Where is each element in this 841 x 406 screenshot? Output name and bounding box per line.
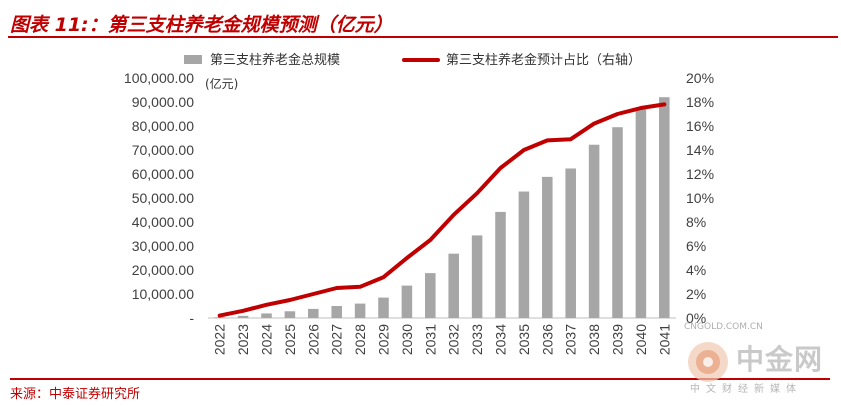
bar: [378, 297, 389, 318]
y-left-tick-label: 10,000.00: [132, 286, 194, 302]
y-right-tick-label: 18%: [686, 94, 714, 110]
bar: [214, 317, 225, 318]
legend-bar-swatch: [184, 55, 202, 64]
bar: [237, 315, 249, 318]
bar: [588, 144, 600, 318]
y-left-unit-label: (亿元): [205, 76, 238, 91]
bar: [612, 127, 623, 318]
x-tick-label: 2023: [235, 324, 251, 355]
bar: [471, 235, 483, 318]
bar: [354, 303, 366, 318]
x-tick-label: 2024: [259, 324, 275, 355]
bar: [565, 168, 576, 318]
x-tick-label: 2032: [446, 324, 462, 355]
legend-bar-label: 第三支柱养老金总规模: [210, 52, 340, 68]
y-right-tick-label: 4%: [686, 262, 706, 278]
watermark-url: CNGOLD.COM.CN: [684, 322, 763, 332]
y-left-tick-label: 90,000.00: [132, 94, 194, 110]
x-tick-label: 2029: [376, 324, 392, 355]
bar: [542, 176, 553, 318]
source-note: 来源：中泰证券研究所: [10, 378, 830, 402]
x-tick-label: 2034: [493, 324, 509, 355]
x-tick-label: 2038: [586, 324, 602, 355]
watermark-name: 中金网: [736, 343, 824, 376]
y-right-tick-label: 14%: [686, 142, 714, 158]
y-left-tick-label: 20,000.00: [132, 262, 194, 278]
x-tick-label: 2036: [539, 324, 555, 355]
x-tick-label: 2022: [212, 324, 228, 355]
bar: [284, 311, 296, 318]
bar: [425, 273, 436, 318]
legend-line-label: 第三支柱养老金预计占比（右轴）: [446, 52, 641, 68]
x-tick-label: 2025: [282, 324, 298, 355]
bar: [518, 191, 530, 318]
bar: [495, 211, 506, 318]
x-tick-label: 2030: [399, 324, 415, 355]
watermark-logo-icon: [688, 342, 728, 382]
y-left-tick-label: 40,000.00: [132, 214, 194, 230]
y-right-tick-label: 0%: [686, 310, 706, 326]
y-left-tick-label: -: [189, 310, 194, 326]
x-tick-label: 2028: [352, 324, 368, 355]
x-tick-label: 2041: [656, 324, 672, 355]
x-tick-label: 2039: [610, 324, 626, 355]
bar: [448, 253, 459, 318]
bar: [261, 313, 272, 318]
y-left-tick-label: 30,000.00: [132, 238, 194, 254]
x-tick-label: 2027: [329, 324, 345, 355]
x-tick-label: 2037: [563, 324, 579, 355]
y-left-tick-label: 100,000.00: [124, 70, 194, 86]
chart-title-bar: 图表 11:：第三支柱养老金规模预测（亿元）: [8, 8, 838, 38]
y-left-tick-label: 80,000.00: [132, 118, 194, 134]
watermark-subtitle: 中文财经新媒体: [690, 384, 802, 395]
y-right-tick-label: 8%: [686, 214, 706, 230]
bar: [331, 306, 342, 318]
bar: [659, 97, 670, 318]
x-tick-label: 2026: [305, 324, 321, 355]
y-right-tick-label: 20%: [686, 70, 714, 86]
y-left-tick-label: 60,000.00: [132, 166, 194, 182]
y-left-tick-label: 70,000.00: [132, 142, 194, 158]
y-right-tick-label: 12%: [686, 166, 714, 182]
bar: [635, 109, 647, 318]
chart-title: 图表 11:：第三支柱养老金规模预测（亿元）: [10, 14, 393, 36]
y-right-tick-label: 10%: [686, 190, 714, 206]
y-left-tick-label: 50,000.00: [132, 190, 194, 206]
y-right-tick-label: 2%: [686, 286, 706, 302]
x-tick-label: 2033: [469, 324, 485, 355]
bar: [308, 308, 319, 318]
x-tick-label: 2031: [422, 324, 438, 355]
bar: [401, 285, 413, 318]
y-right-tick-label: 6%: [686, 238, 706, 254]
line-series: [217, 102, 667, 318]
y-right-tick-label: 16%: [686, 118, 714, 134]
x-tick-label: 2040: [633, 324, 649, 355]
x-tick-label: 2035: [516, 324, 532, 355]
